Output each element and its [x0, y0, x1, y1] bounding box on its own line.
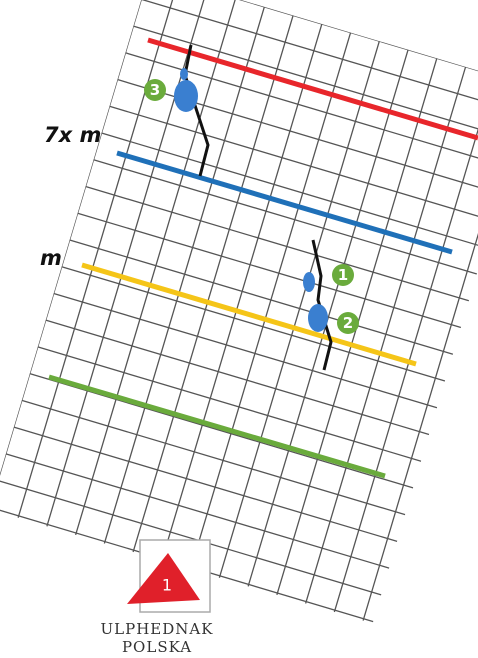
grid-line — [69, 239, 454, 355]
markers: 3 1 2 — [144, 79, 359, 334]
grid-line — [189, 32, 352, 570]
marker-label: 3 — [150, 81, 160, 99]
grid-line — [125, 52, 478, 168]
grid-line — [93, 159, 478, 275]
yellow-line — [81, 262, 417, 367]
distance-label: m — [40, 246, 62, 270]
grid-line — [5, 453, 390, 569]
player — [308, 304, 328, 332]
grid-line — [37, 346, 422, 462]
grid-line — [77, 212, 462, 329]
distance-label: 7x m — [44, 123, 101, 147]
grid-line — [132, 15, 294, 553]
grid-line — [109, 105, 478, 222]
grid-line — [0, 0, 150, 510]
grid-line — [218, 40, 380, 579]
path-12 — [311, 239, 333, 371]
grid-line — [133, 25, 478, 141]
marker-label: 2 — [343, 314, 353, 332]
grid-line — [46, 0, 208, 527]
grid-line — [141, 0, 478, 115]
path-3 — [183, 44, 210, 177]
marker — [144, 79, 166, 101]
players — [174, 68, 328, 332]
paths — [183, 44, 333, 371]
start-box: 1 — [127, 539, 211, 613]
footer-line: ULPHEDNAK — [101, 620, 214, 638]
grid-line — [101, 132, 478, 248]
start-label: 1 — [162, 576, 172, 595]
green-line — [48, 374, 386, 479]
grid-line — [45, 319, 430, 436]
player — [174, 80, 198, 112]
player — [180, 68, 188, 80]
grid-line — [117, 78, 478, 195]
grid-line — [13, 426, 398, 543]
blue-line — [116, 150, 453, 255]
grid-line — [61, 266, 446, 382]
grid-line — [21, 399, 406, 516]
grid-line — [333, 75, 478, 613]
marker — [337, 312, 359, 334]
marker — [332, 264, 354, 286]
start-triangle — [127, 553, 200, 604]
footer-line: POLSKA — [122, 638, 192, 656]
marker-label: 1 — [338, 266, 348, 284]
grid-line — [53, 292, 438, 409]
grid-line — [17, 0, 179, 519]
grid-line — [85, 185, 470, 302]
grid-line — [149, 0, 478, 88]
red-line — [147, 37, 478, 141]
grid-line — [247, 49, 409, 587]
grid-line — [161, 23, 323, 561]
player — [303, 272, 315, 292]
grid-line — [103, 6, 265, 544]
colored-lines — [48, 37, 478, 479]
grid-line — [362, 83, 478, 621]
grid-line — [304, 66, 467, 604]
grid-line — [74, 0, 237, 536]
grid-line — [0, 479, 382, 596]
